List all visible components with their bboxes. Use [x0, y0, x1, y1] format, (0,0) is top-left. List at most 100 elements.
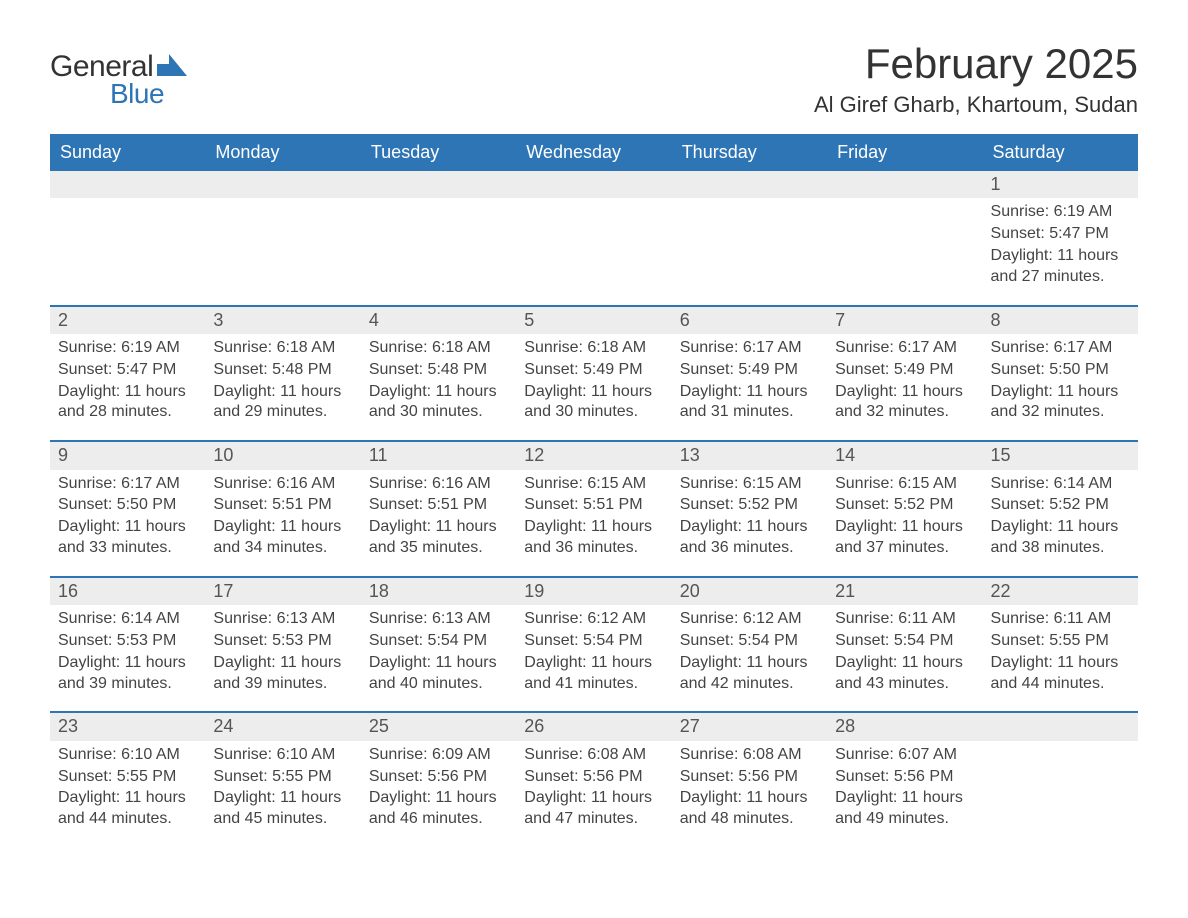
sunset-text: Sunset: 5:56 PM — [835, 767, 974, 788]
day-body: Sunrise: 6:13 AMSunset: 5:53 PMDaylight:… — [205, 605, 360, 711]
daylight-text: Daylight: 11 hours and 32 minutes. — [835, 382, 974, 424]
sunset-text: Sunset: 5:54 PM — [835, 631, 974, 652]
day-number: 19 — [516, 578, 671, 605]
sunrise-text: Sunrise: 6:17 AM — [58, 474, 197, 495]
sunset-text: Sunset: 5:54 PM — [369, 631, 508, 652]
flag-icon — [157, 54, 187, 81]
day-body: Sunrise: 6:17 AMSunset: 5:50 PMDaylight:… — [983, 334, 1138, 440]
daylight-text: Daylight: 11 hours and 46 minutes. — [369, 788, 508, 830]
day-body: Sunrise: 6:19 AMSunset: 5:47 PMDaylight:… — [983, 198, 1138, 304]
sunrise-text: Sunrise: 6:10 AM — [213, 745, 352, 766]
calendar: Sunday Monday Tuesday Wednesday Thursday… — [50, 134, 1138, 847]
daylight-text: Daylight: 11 hours and 49 minutes. — [835, 788, 974, 830]
day-body: Sunrise: 6:17 AMSunset: 5:49 PMDaylight:… — [672, 334, 827, 440]
day-number: 6 — [672, 307, 827, 334]
sunset-text: Sunset: 5:50 PM — [991, 360, 1130, 381]
day-cell: 14Sunrise: 6:15 AMSunset: 5:52 PMDayligh… — [827, 442, 982, 576]
weeks-container: 1Sunrise: 6:19 AMSunset: 5:47 PMDaylight… — [50, 171, 1138, 847]
sunrise-text: Sunrise: 6:12 AM — [524, 609, 663, 630]
sunrise-text: Sunrise: 6:14 AM — [991, 474, 1130, 495]
day-body: Sunrise: 6:09 AMSunset: 5:56 PMDaylight:… — [361, 741, 516, 847]
day-number: 13 — [672, 442, 827, 469]
day-cell: 21Sunrise: 6:11 AMSunset: 5:54 PMDayligh… — [827, 578, 982, 712]
daylight-text: Daylight: 11 hours and 36 minutes. — [524, 517, 663, 559]
day-number: 9 — [50, 442, 205, 469]
day-body — [205, 198, 360, 288]
daylight-text: Daylight: 11 hours and 37 minutes. — [835, 517, 974, 559]
sunset-text: Sunset: 5:51 PM — [524, 495, 663, 516]
sunset-text: Sunset: 5:52 PM — [991, 495, 1130, 516]
daylight-text: Daylight: 11 hours and 29 minutes. — [213, 382, 352, 424]
daylight-text: Daylight: 11 hours and 40 minutes. — [369, 653, 508, 695]
day-cell: 7Sunrise: 6:17 AMSunset: 5:49 PMDaylight… — [827, 307, 982, 441]
day-body — [50, 198, 205, 288]
daylight-text: Daylight: 11 hours and 36 minutes. — [680, 517, 819, 559]
day-body: Sunrise: 6:07 AMSunset: 5:56 PMDaylight:… — [827, 741, 982, 847]
day-cell: 11Sunrise: 6:16 AMSunset: 5:51 PMDayligh… — [361, 442, 516, 576]
sunset-text: Sunset: 5:56 PM — [680, 767, 819, 788]
day-header-sunday: Sunday — [50, 134, 205, 171]
daylight-text: Daylight: 11 hours and 38 minutes. — [991, 517, 1130, 559]
day-number: 14 — [827, 442, 982, 469]
day-cell — [516, 171, 671, 305]
day-body: Sunrise: 6:11 AMSunset: 5:55 PMDaylight:… — [983, 605, 1138, 711]
sunset-text: Sunset: 5:56 PM — [369, 767, 508, 788]
day-cell: 6Sunrise: 6:17 AMSunset: 5:49 PMDaylight… — [672, 307, 827, 441]
sunset-text: Sunset: 5:55 PM — [991, 631, 1130, 652]
sunset-text: Sunset: 5:53 PM — [58, 631, 197, 652]
day-number: 5 — [516, 307, 671, 334]
day-header-tuesday: Tuesday — [361, 134, 516, 171]
day-number: 7 — [827, 307, 982, 334]
daylight-text: Daylight: 11 hours and 43 minutes. — [835, 653, 974, 695]
sunset-text: Sunset: 5:48 PM — [369, 360, 508, 381]
sunset-text: Sunset: 5:54 PM — [680, 631, 819, 652]
logo-text-blue: Blue — [110, 78, 164, 110]
daylight-text: Daylight: 11 hours and 39 minutes. — [213, 653, 352, 695]
day-header-row: Sunday Monday Tuesday Wednesday Thursday… — [50, 134, 1138, 171]
sunrise-text: Sunrise: 6:08 AM — [524, 745, 663, 766]
day-cell: 3Sunrise: 6:18 AMSunset: 5:48 PMDaylight… — [205, 307, 360, 441]
day-number — [205, 171, 360, 198]
day-number — [827, 171, 982, 198]
sunrise-text: Sunrise: 6:11 AM — [835, 609, 974, 630]
daylight-text: Daylight: 11 hours and 33 minutes. — [58, 517, 197, 559]
day-cell: 18Sunrise: 6:13 AMSunset: 5:54 PMDayligh… — [361, 578, 516, 712]
day-body: Sunrise: 6:13 AMSunset: 5:54 PMDaylight:… — [361, 605, 516, 711]
sunset-text: Sunset: 5:49 PM — [680, 360, 819, 381]
sunset-text: Sunset: 5:47 PM — [991, 224, 1130, 245]
sunrise-text: Sunrise: 6:16 AM — [213, 474, 352, 495]
sunrise-text: Sunrise: 6:16 AM — [369, 474, 508, 495]
month-title: February 2025 — [814, 40, 1138, 88]
day-number: 11 — [361, 442, 516, 469]
daylight-text: Daylight: 11 hours and 35 minutes. — [369, 517, 508, 559]
sunrise-text: Sunrise: 6:19 AM — [58, 338, 197, 359]
sunset-text: Sunset: 5:51 PM — [369, 495, 508, 516]
day-body — [672, 198, 827, 288]
sunset-text: Sunset: 5:49 PM — [835, 360, 974, 381]
day-number: 24 — [205, 713, 360, 740]
day-body: Sunrise: 6:18 AMSunset: 5:49 PMDaylight:… — [516, 334, 671, 440]
day-number: 22 — [983, 578, 1138, 605]
day-body: Sunrise: 6:16 AMSunset: 5:51 PMDaylight:… — [361, 470, 516, 576]
day-header-thursday: Thursday — [672, 134, 827, 171]
sunrise-text: Sunrise: 6:15 AM — [524, 474, 663, 495]
daylight-text: Daylight: 11 hours and 34 minutes. — [213, 517, 352, 559]
day-cell: 2Sunrise: 6:19 AMSunset: 5:47 PMDaylight… — [50, 307, 205, 441]
day-cell: 20Sunrise: 6:12 AMSunset: 5:54 PMDayligh… — [672, 578, 827, 712]
day-cell: 19Sunrise: 6:12 AMSunset: 5:54 PMDayligh… — [516, 578, 671, 712]
header: General Blue February 2025 Al Giref Ghar… — [50, 40, 1138, 118]
day-number: 25 — [361, 713, 516, 740]
day-number: 23 — [50, 713, 205, 740]
sunset-text: Sunset: 5:55 PM — [58, 767, 197, 788]
day-body — [983, 741, 1138, 831]
day-cell: 27Sunrise: 6:08 AMSunset: 5:56 PMDayligh… — [672, 713, 827, 847]
sunrise-text: Sunrise: 6:18 AM — [524, 338, 663, 359]
week-row: 16Sunrise: 6:14 AMSunset: 5:53 PMDayligh… — [50, 576, 1138, 712]
day-cell — [361, 171, 516, 305]
week-row: 23Sunrise: 6:10 AMSunset: 5:55 PMDayligh… — [50, 711, 1138, 847]
sunset-text: Sunset: 5:52 PM — [680, 495, 819, 516]
sunrise-text: Sunrise: 6:17 AM — [991, 338, 1130, 359]
sunrise-text: Sunrise: 6:17 AM — [680, 338, 819, 359]
daylight-text: Daylight: 11 hours and 44 minutes. — [58, 788, 197, 830]
daylight-text: Daylight: 11 hours and 47 minutes. — [524, 788, 663, 830]
